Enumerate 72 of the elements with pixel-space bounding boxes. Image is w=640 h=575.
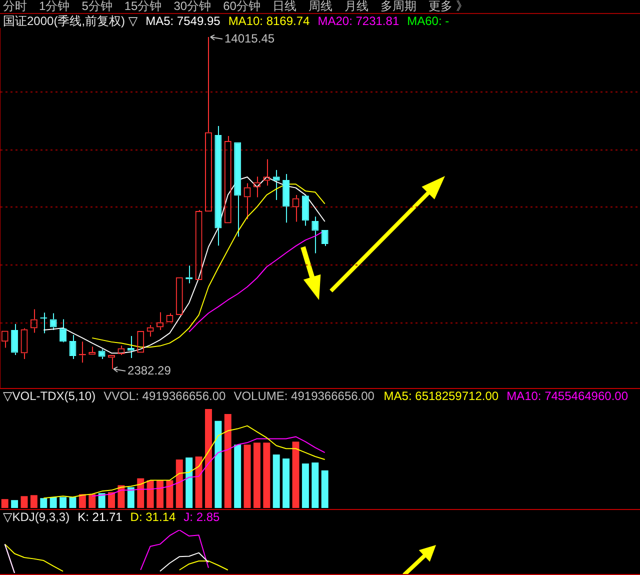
- annotation: 14015.45: [224, 31, 275, 46]
- bar: [30, 495, 38, 508]
- text: K: 21.71: [78, 510, 122, 524]
- text: 分时: [3, 0, 27, 13]
- text: MA10: 7455464960.00: [506, 389, 628, 403]
- bar: [20, 496, 28, 508]
- candlestick: [69, 334, 76, 360]
- bar: [40, 498, 48, 508]
- text: MA10: 8169.74: [228, 14, 310, 28]
- candlestick: [98, 348, 106, 360]
- candlestick: [282, 173, 290, 224]
- bar: [69, 497, 76, 508]
- candlestick: [272, 169, 280, 200]
- candlestick: [60, 318, 67, 342]
- bar: [156, 480, 164, 508]
- bar: [195, 456, 202, 508]
- bar: [292, 442, 300, 508]
- text: 月线: [344, 0, 368, 13]
- text: 多周期: [380, 0, 416, 13]
- text: 15分钟: [124, 0, 162, 13]
- text: D: 31.14: [130, 510, 176, 524]
- text: 更多 》: [428, 0, 468, 13]
- bar: [50, 497, 57, 508]
- bar: [272, 454, 280, 508]
- bar: [244, 444, 251, 508]
- bar: [88, 494, 96, 508]
- bar: [282, 458, 290, 508]
- text: 60分钟: [223, 0, 260, 13]
- bar: [137, 478, 144, 508]
- bar: [146, 480, 154, 508]
- bar: [224, 414, 232, 508]
- candlestick: [214, 125, 222, 246]
- text: 日线: [272, 0, 296, 13]
- bar: [214, 420, 222, 508]
- bar: [127, 487, 134, 508]
- bar: [176, 459, 183, 508]
- bar: [312, 462, 319, 508]
- chart-title: ▽VOL-TDX(5,10): [3, 389, 96, 403]
- candlestick: [234, 142, 242, 238]
- text: MA20: 7231.81: [318, 14, 400, 28]
- bar: [302, 463, 309, 508]
- text: MA5: 6518259712.00: [384, 389, 499, 403]
- bar: [1, 499, 8, 508]
- candlestick: [321, 230, 328, 246]
- series-label: J: 2.85: [184, 510, 220, 524]
- bar: [263, 442, 270, 508]
- chart-title: 国证2000(季线,前复权) ▽: [3, 14, 138, 28]
- text: 5分钟: [82, 0, 112, 13]
- bar: [60, 497, 67, 508]
- bar: [234, 444, 242, 508]
- bar: [166, 480, 174, 508]
- text: VOLUME: 4919366656.00: [234, 389, 374, 403]
- bar: [253, 442, 260, 508]
- bar: [98, 493, 106, 508]
- text: 1分钟: [39, 0, 70, 13]
- bar: [321, 470, 328, 508]
- bar: [78, 494, 86, 508]
- candlestick: [40, 312, 48, 334]
- bar: [204, 409, 212, 508]
- bar: [186, 458, 193, 508]
- legend-label: MA60: -: [407, 14, 450, 28]
- candlestick: [11, 323, 18, 356]
- annotation: 2382.29: [128, 363, 172, 378]
- chart-title: ▽KDJ(9,3,3): [3, 510, 70, 524]
- text: 周线: [308, 0, 332, 13]
- text: MA5: 7549.95: [146, 14, 220, 28]
- candlestick: [302, 196, 309, 226]
- bar: [108, 492, 116, 508]
- text: 30分钟: [174, 0, 212, 13]
- text: VVOL: 4919366656.00: [104, 389, 226, 403]
- bar: [118, 485, 125, 508]
- bar: [11, 500, 18, 508]
